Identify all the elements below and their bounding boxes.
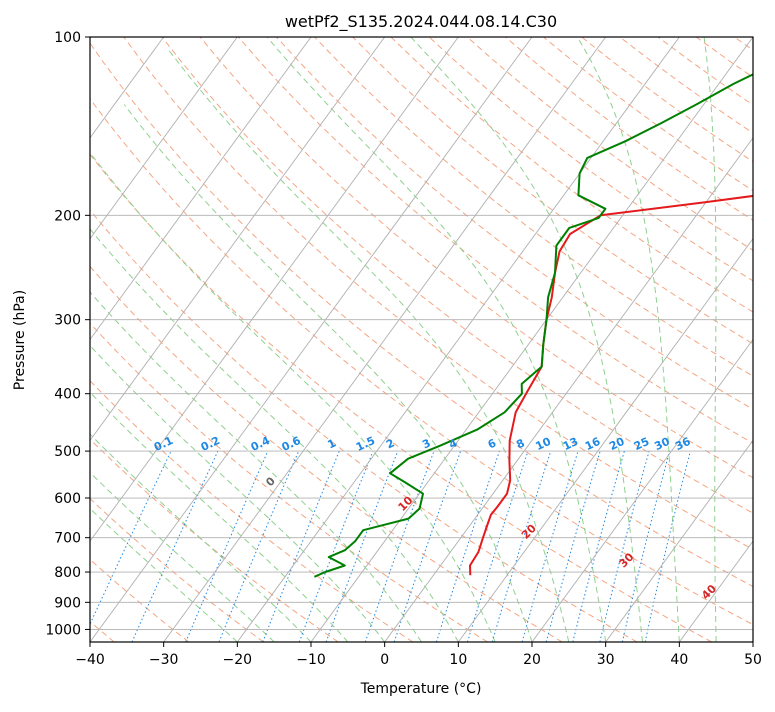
x-axis-title: Temperature (°C) [360, 681, 482, 697]
x-tick-label: 30 [597, 652, 615, 668]
y-tick-label: 800 [54, 565, 81, 581]
y-tick-label: 600 [54, 491, 81, 507]
y-tick-label: 1000 [45, 622, 81, 638]
y-tick-label: 100 [54, 30, 81, 46]
x-tick-label: −20 [223, 652, 253, 668]
x-tick-label: 50 [744, 652, 762, 668]
x-tick-label: 10 [449, 652, 467, 668]
y-tick-label: 900 [54, 595, 81, 611]
y-tick-label: 700 [54, 531, 81, 547]
x-tick-label: 40 [670, 652, 688, 668]
y-tick-label: 200 [54, 208, 81, 224]
y-tick-label: 500 [54, 444, 81, 460]
x-tick-label: 20 [523, 652, 541, 668]
chart-title: wetPf2_S135.2024.044.08.14.C30 [285, 12, 557, 32]
x-tick-label: −10 [296, 652, 326, 668]
x-tick-label: −30 [149, 652, 179, 668]
y-tick-label: 300 [54, 313, 81, 329]
y-tick-label: 400 [54, 387, 81, 403]
x-tick-label: −40 [75, 652, 105, 668]
x-tick-label: 0 [380, 652, 389, 668]
y-axis-title: Pressure (hPa) [12, 290, 28, 390]
